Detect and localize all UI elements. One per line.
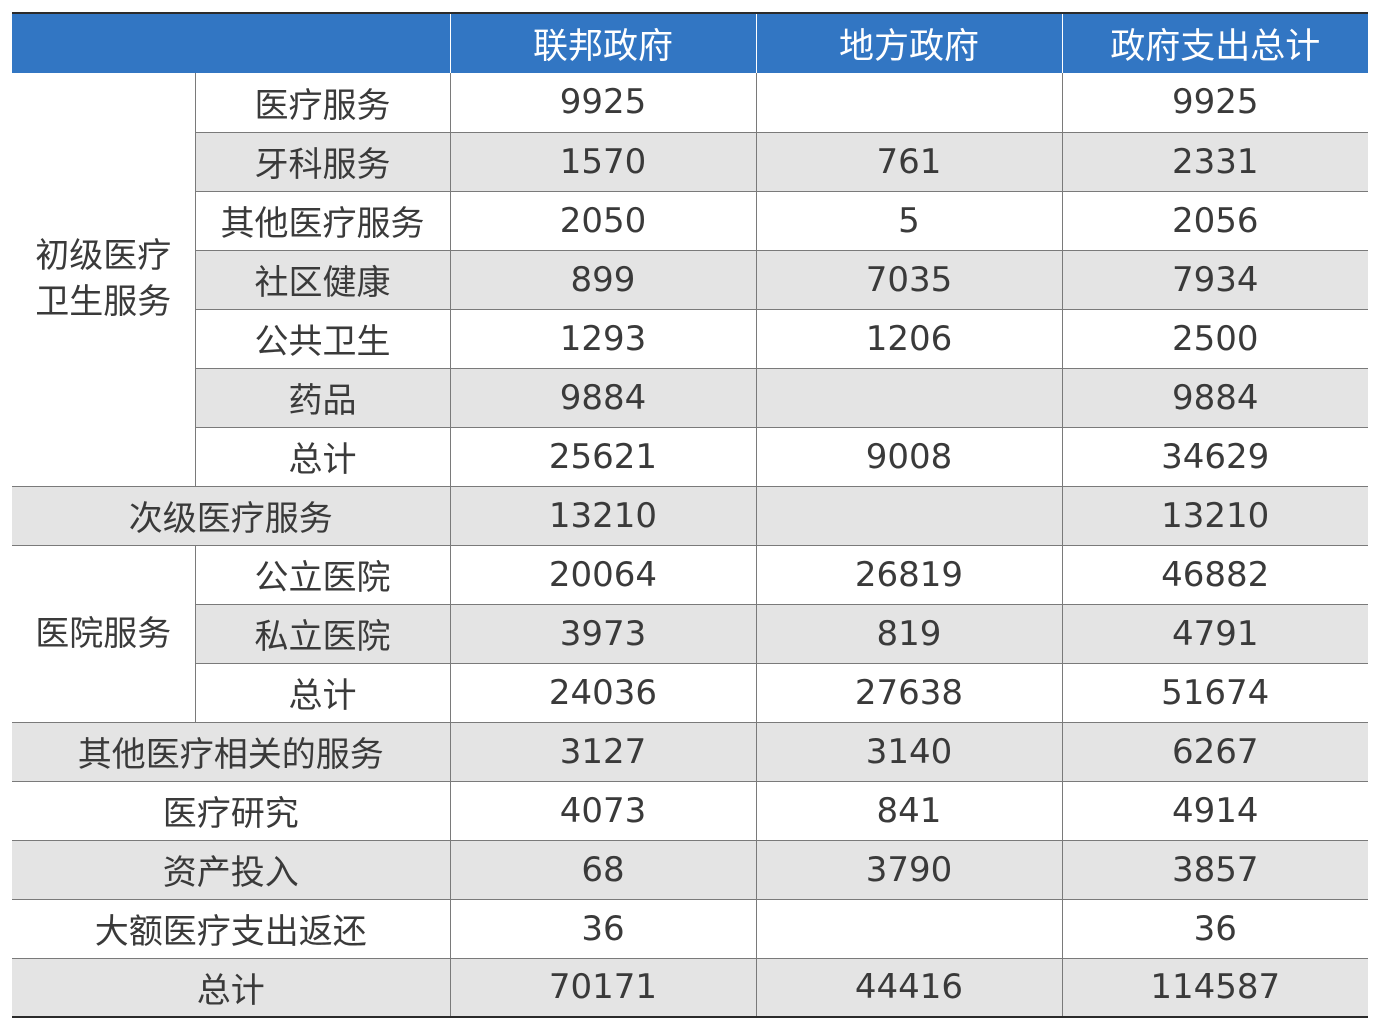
cell-federal: 25621: [449, 426, 756, 486]
table-row: 私立医院 3973 819 4791: [12, 603, 1368, 663]
cell-federal: 1570: [449, 131, 756, 191]
row-label: 次级医疗服务: [12, 485, 450, 545]
cell-local: 3790: [755, 839, 1062, 899]
cell-local: 7035: [755, 249, 1062, 309]
row-label: 其他医疗相关的服务: [12, 721, 450, 781]
cell-local: 44416: [755, 957, 1062, 1017]
header-local: 地方政府: [755, 13, 1062, 73]
cell-total: 7934: [1061, 249, 1368, 309]
cell-total: 2056: [1061, 190, 1368, 250]
header-corner: [12, 13, 450, 73]
row-label: 社区健康: [194, 249, 450, 309]
cell-total: 3857: [1061, 839, 1368, 899]
cell-local: 5: [755, 190, 1062, 250]
group-label-hospital: 医院服务: [12, 544, 195, 722]
cell-total: 4791: [1061, 603, 1368, 663]
table-row: 医院服务 公立医院 20064 26819 46882: [12, 544, 1368, 722]
cell-federal: 9925: [449, 73, 756, 132]
cell-federal: 899: [449, 249, 756, 309]
row-label: 总计: [194, 426, 450, 486]
cell-federal: 24036: [449, 662, 756, 722]
cell-federal: 68: [449, 839, 756, 899]
header-federal: 联邦政府: [449, 13, 756, 73]
cell-federal: 70171: [449, 957, 756, 1017]
grand-total-row: 总计 70171 44416 114587: [12, 957, 1368, 1017]
table-row: 社区健康 899 7035 7934: [12, 249, 1368, 309]
row-label: 资产投入: [12, 839, 450, 899]
table-row: 总计 24036 27638 51674: [12, 662, 1368, 722]
table-row: 牙科服务 1570 761 2331: [12, 131, 1368, 191]
cell-local: 819: [755, 603, 1062, 663]
row-label: 公共卫生: [194, 308, 450, 368]
table-row: 其他医疗服务 2050 5 2056: [12, 190, 1368, 250]
table-header-row: 联邦政府 地方政府 政府支出总计: [12, 13, 1368, 73]
health-expenditure-table: 联邦政府 地方政府 政府支出总计 初级医疗 卫生服务 医疗服务 9925 992…: [12, 12, 1368, 1018]
table-row: 其他医疗相关的服务 3127 3140 6267: [12, 721, 1368, 781]
row-label: 药品: [194, 367, 450, 427]
cell-federal: 3973: [449, 603, 756, 663]
row-label: 总计: [194, 662, 450, 722]
cell-federal: 1293: [449, 308, 756, 368]
cell-total: 6267: [1061, 721, 1368, 781]
cell-total: 46882: [1061, 544, 1368, 604]
expenditure-table-container: 联邦政府 地方政府 政府支出总计 初级医疗 卫生服务 医疗服务 9925 992…: [12, 12, 1368, 1018]
row-label: 大额医疗支出返还: [12, 898, 450, 958]
table-row: 总计 25621 9008 34629: [12, 426, 1368, 486]
cell-total: 9884: [1061, 367, 1368, 427]
row-label: 私立医院: [194, 603, 450, 663]
cell-local: [755, 367, 1062, 427]
cell-federal: 2050: [449, 190, 756, 250]
cell-federal: 20064: [449, 544, 756, 604]
cell-local: [755, 485, 1062, 545]
cell-total: 13210: [1061, 485, 1368, 545]
cell-local: 9008: [755, 426, 1062, 486]
cell-local: 27638: [755, 662, 1062, 722]
group-label-line: 初级医疗: [35, 236, 172, 277]
table-row: 大额医疗支出返还 36 36: [12, 898, 1368, 958]
cell-federal: 9884: [449, 367, 756, 427]
header-total: 政府支出总计: [1061, 13, 1368, 73]
table-row: 资产投入 68 3790 3857: [12, 839, 1368, 899]
cell-total: 51674: [1061, 662, 1368, 722]
group-label-line: 卫生服务: [35, 282, 172, 323]
row-label: 总计: [12, 957, 450, 1017]
cell-total: 4914: [1061, 780, 1368, 840]
table-row: 药品 9884 9884: [12, 367, 1368, 427]
cell-total: 36: [1061, 898, 1368, 958]
table-row: 初级医疗 卫生服务 医疗服务 9925 9925: [12, 73, 1368, 486]
group-label-primary-care: 初级医疗 卫生服务: [12, 73, 195, 486]
cell-local: [755, 73, 1062, 132]
cell-total: 9925: [1061, 73, 1368, 132]
row-label: 其他医疗服务: [194, 190, 450, 250]
cell-local: 3140: [755, 721, 1062, 781]
cell-local: 841: [755, 780, 1062, 840]
cell-federal: 4073: [449, 780, 756, 840]
table-row: 次级医疗服务 13210 13210: [12, 485, 1368, 545]
table-row: 医疗研究 4073 841 4914: [12, 780, 1368, 840]
cell-local: 1206: [755, 308, 1062, 368]
row-label: 医疗服务: [194, 73, 450, 132]
cell-federal: 36: [449, 898, 756, 958]
table-row: 公共卫生 1293 1206 2500: [12, 308, 1368, 368]
cell-federal: 3127: [449, 721, 756, 781]
row-label: 公立医院: [194, 544, 450, 604]
cell-total: 2500: [1061, 308, 1368, 368]
cell-local: [755, 898, 1062, 958]
row-label: 医疗研究: [12, 780, 450, 840]
row-label: 牙科服务: [194, 131, 450, 191]
cell-federal: 13210: [449, 485, 756, 545]
cell-total: 2331: [1061, 131, 1368, 191]
cell-total: 34629: [1061, 426, 1368, 486]
cell-local: 761: [755, 131, 1062, 191]
cell-local: 26819: [755, 544, 1062, 604]
cell-total: 114587: [1061, 957, 1368, 1017]
